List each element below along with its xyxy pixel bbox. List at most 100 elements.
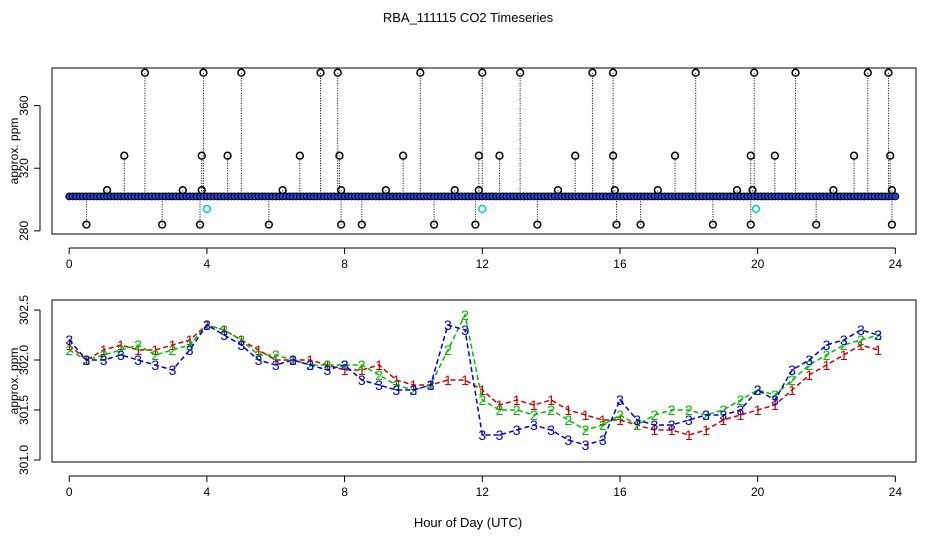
series-3-point: 3 bbox=[117, 347, 125, 363]
series-2-point: 2 bbox=[272, 347, 280, 363]
spike-point-low bbox=[82, 220, 91, 229]
series-2-point: 2 bbox=[530, 407, 538, 423]
spike-point-high bbox=[140, 68, 150, 77]
series-1-point: 1 bbox=[220, 322, 228, 338]
series-2-point: 2 bbox=[788, 372, 796, 388]
spike-point-high bbox=[515, 68, 525, 77]
series-3-point: 3 bbox=[823, 337, 831, 353]
top-ylabel: approx. ppm bbox=[7, 118, 21, 185]
series-2-point: 2 bbox=[478, 392, 486, 408]
y-tick-label: 301.5 bbox=[17, 395, 31, 425]
series-3-point: 3 bbox=[358, 372, 366, 388]
y-tick-label: 301.0 bbox=[17, 445, 31, 475]
series-3-point: 3 bbox=[616, 392, 624, 408]
y-tick-label: 302.0 bbox=[17, 345, 31, 375]
bottom-plot-frame bbox=[51, 299, 917, 463]
spike-point-high bbox=[333, 68, 342, 77]
spike-point-small bbox=[197, 186, 206, 195]
spike-point-low bbox=[887, 220, 897, 229]
series-3-point: 3 bbox=[375, 377, 383, 393]
series-2-point: 2 bbox=[323, 357, 331, 373]
series-2-point: 2 bbox=[857, 332, 865, 348]
spike-point-mid bbox=[474, 151, 483, 160]
series-2-point: 2 bbox=[547, 402, 555, 418]
series-2-point: 2 bbox=[392, 377, 400, 393]
series-3-point: 3 bbox=[427, 377, 435, 393]
spike-point-mid bbox=[608, 151, 618, 160]
spike-point-high bbox=[750, 68, 759, 77]
spike-point-mid bbox=[223, 151, 232, 160]
series-3-point: 3 bbox=[564, 432, 572, 448]
series-1-point: 1 bbox=[186, 332, 194, 348]
series-3-point: 3 bbox=[83, 352, 91, 368]
series-3-point: 3 bbox=[754, 382, 762, 398]
series-3-point: 3 bbox=[719, 407, 727, 423]
series-1-point: 1 bbox=[685, 427, 693, 443]
series-2-point: 2 bbox=[169, 342, 177, 358]
series-3-point: 3 bbox=[306, 357, 314, 373]
y-tick-label: 320 bbox=[17, 158, 31, 178]
series-3-point: 3 bbox=[685, 412, 693, 428]
top-panel: 0 4 8 12 16 20 24 280 320 360 approx. ppm bbox=[7, 67, 917, 271]
series-1-point: 1 bbox=[341, 362, 349, 378]
series-2-point: 2 bbox=[823, 347, 831, 363]
spike-point-high bbox=[608, 68, 618, 77]
series-1-point: 1 bbox=[272, 352, 280, 368]
spike-point-high bbox=[588, 68, 597, 77]
series-2-point: 2 bbox=[616, 407, 624, 423]
series-3-point: 3 bbox=[650, 417, 658, 433]
spike-point-high bbox=[791, 68, 800, 77]
series-1-point: 1 bbox=[100, 342, 108, 358]
series-1-point: 1 bbox=[478, 382, 486, 398]
spike-point-high bbox=[478, 68, 487, 77]
series-1-point: 1 bbox=[857, 337, 865, 353]
series-3-point: 3 bbox=[805, 352, 813, 368]
series-2-point: 2 bbox=[737, 392, 745, 408]
spike-point-high bbox=[199, 68, 208, 77]
spike-point-low bbox=[471, 220, 480, 229]
series-2-point: 2 bbox=[134, 337, 142, 353]
series-2-point: 2 bbox=[358, 357, 366, 373]
series-1-point: 1 bbox=[840, 347, 848, 363]
series-1-point: 1 bbox=[358, 362, 366, 378]
series-3-point: 3 bbox=[272, 357, 280, 373]
series-1-point: 1 bbox=[547, 392, 555, 408]
series-2-point: 2 bbox=[874, 327, 882, 343]
series-2-point: 2 bbox=[754, 382, 762, 398]
series-2-point: 2 bbox=[668, 402, 676, 418]
series-3-point: 3 bbox=[220, 327, 228, 343]
spike-point-high bbox=[416, 68, 425, 77]
series-2-point: 2 bbox=[289, 352, 297, 368]
series-1-point: 1 bbox=[737, 407, 745, 423]
spike-point-low bbox=[195, 220, 205, 229]
series-3-point: 3 bbox=[874, 327, 882, 343]
spike-point-mid bbox=[770, 151, 780, 160]
series-1-point: 1 bbox=[788, 382, 796, 398]
series-3-point: 3 bbox=[151, 357, 159, 373]
spike-point-low bbox=[336, 220, 346, 229]
series-3-point: 3 bbox=[186, 342, 194, 358]
series-1-point: 1 bbox=[306, 352, 314, 368]
series-1-point: 1 bbox=[65, 337, 73, 353]
top-axes: 0 4 8 12 16 20 24 280 320 360 bbox=[17, 95, 902, 271]
series-2-point: 2 bbox=[220, 322, 228, 338]
series-2-point: 2 bbox=[685, 402, 693, 418]
series-1-point: 1 bbox=[375, 357, 383, 373]
series-3-point: 3 bbox=[65, 332, 73, 348]
x-tick-label: 16 bbox=[613, 257, 627, 271]
series-1-point: 1 bbox=[754, 402, 762, 418]
bottom-marks: 111 1 1 1 1 11 1111 1 1 1 1 1 11 1 1 1 111 1 1 11 1 1 1 1 1 1 1 11 1… bbox=[65, 307, 882, 453]
series-3-point: 3 bbox=[323, 362, 331, 378]
series-3-point: 3 bbox=[547, 422, 555, 438]
series-1-point: 1 bbox=[392, 372, 400, 388]
series-2-point: 2 bbox=[237, 332, 245, 348]
series-3-point: 3 bbox=[169, 362, 177, 378]
spike-point-mid bbox=[495, 151, 504, 160]
x-tick-label: 8 bbox=[341, 485, 348, 499]
series-3-point: 3 bbox=[840, 332, 848, 348]
x-tick-label: 20 bbox=[751, 485, 765, 499]
cyan-point bbox=[202, 204, 212, 214]
series-2-point: 2 bbox=[633, 417, 641, 433]
spike-point-low bbox=[746, 220, 755, 229]
